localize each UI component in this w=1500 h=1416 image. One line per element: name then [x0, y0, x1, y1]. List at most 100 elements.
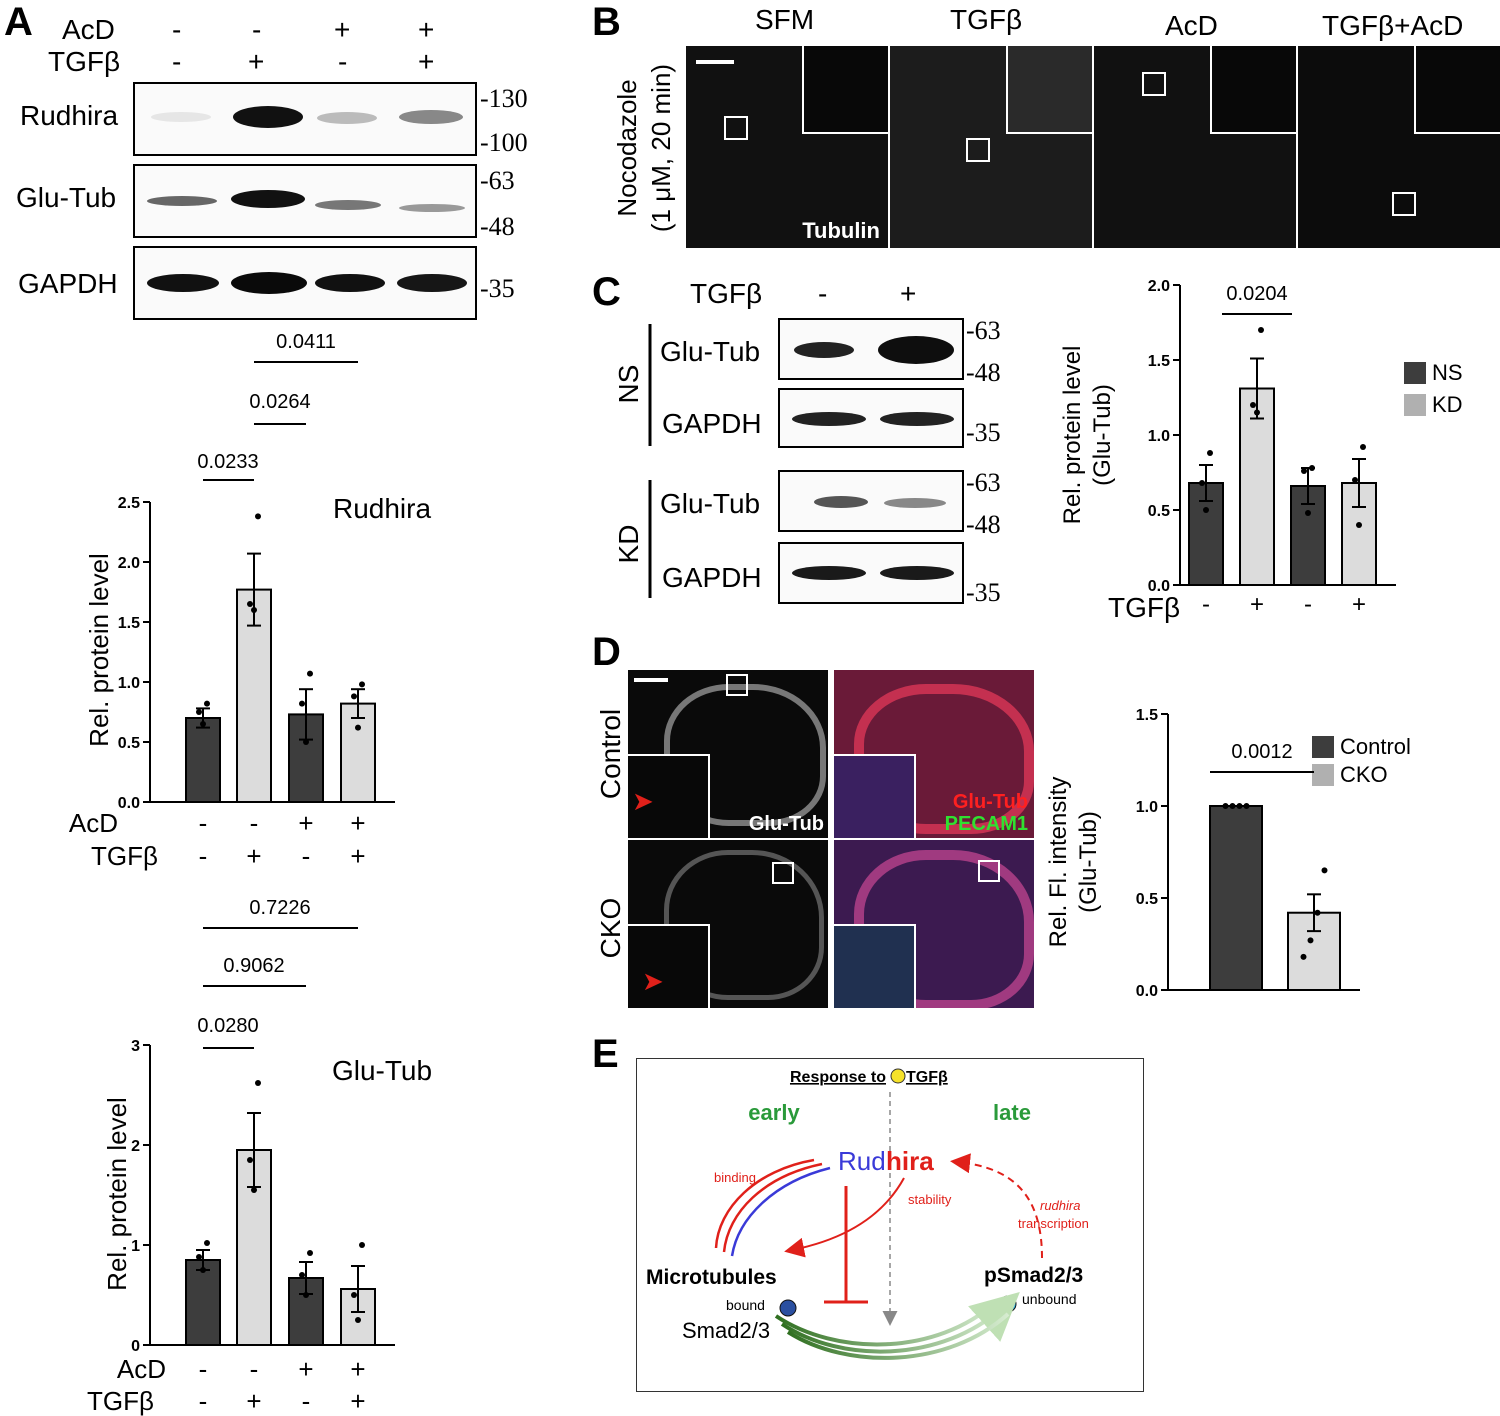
tgfb-label: TGFβ	[48, 46, 121, 77]
mw-marker: -35	[966, 578, 1001, 607]
blot-band	[231, 272, 307, 294]
blot-band	[884, 498, 946, 508]
data-point	[1356, 522, 1362, 528]
nocodazole-row-label: Nocodazole (1 μM, 20 min)	[612, 64, 676, 232]
data-point	[359, 1242, 365, 1248]
data-point	[247, 1157, 253, 1163]
fluorescence-bar-chart: 0.0 0.5 1.0 1.5 Control CKO 0.0012 Rel. Fl. i…	[1045, 707, 1411, 1000]
x-sign: -	[302, 841, 311, 871]
roi-box	[966, 138, 990, 162]
mw-marker: -63	[966, 468, 1001, 497]
micrograph-tgfb	[890, 46, 1092, 248]
data-point	[1236, 803, 1243, 809]
y-tick-label: 0.5	[118, 735, 140, 752]
arrowhead-icon: ➤	[642, 966, 664, 996]
x-sign: -	[302, 1386, 311, 1416]
p-value: 0.0411	[276, 331, 336, 353]
translocation-arrow	[780, 1291, 1020, 1354]
panel-label-c: C	[592, 270, 621, 314]
blot-band	[147, 274, 219, 292]
x-sign: -	[1202, 591, 1210, 618]
data-point	[1222, 803, 1229, 809]
y-axis-label: (Glu-Tub)	[1089, 384, 1116, 486]
data-point	[255, 1080, 261, 1086]
binding-label: binding	[714, 1170, 756, 1185]
tgfb-sign: +	[418, 46, 435, 77]
rudhira-label-blue: Rud	[838, 1146, 886, 1176]
data-point	[1300, 953, 1307, 960]
panel-label-b: B	[592, 0, 621, 44]
data-point	[359, 681, 365, 688]
transcription-label: transcription	[1018, 1216, 1089, 1231]
y-tick-label: 1.0	[118, 675, 140, 692]
data-point	[1207, 450, 1213, 456]
early-label: early	[748, 1100, 800, 1125]
blot-band	[880, 412, 954, 426]
chart-title: Rudhira	[333, 493, 431, 524]
x-sign: +	[298, 1354, 313, 1384]
acd-sign: -	[172, 14, 182, 45]
p-value: 0.9062	[223, 955, 284, 977]
bar	[1209, 805, 1263, 991]
blot-band	[233, 106, 303, 128]
western-blot-glutub	[133, 164, 477, 238]
blot-band	[317, 112, 377, 124]
mw-marker: -48	[966, 510, 1001, 539]
p-value: 0.0012	[1231, 741, 1292, 763]
roi-box	[726, 674, 748, 696]
x-sign: -	[250, 808, 259, 838]
acd-sign: +	[334, 14, 351, 45]
mw-marker: -48	[480, 212, 515, 241]
p-value: 0.0280	[197, 1015, 258, 1037]
blot-band	[792, 566, 866, 580]
zoom-inset	[802, 46, 888, 134]
arrowhead-icon: ➤	[632, 786, 654, 816]
stain-label: Glu-Tub	[952, 791, 1028, 813]
data-point	[303, 739, 309, 745]
row-labels: Control CKO	[595, 709, 626, 958]
x-label-tgfb: TGFβ	[87, 1386, 154, 1416]
binding-line	[730, 1166, 831, 1257]
group-label-kd: KD	[613, 525, 644, 564]
y-tick-label: 3	[131, 1038, 140, 1055]
blot-band	[878, 336, 954, 364]
y-tick-label: 0.0	[1136, 983, 1158, 1000]
blot-band	[399, 204, 465, 212]
acd-sign: -	[252, 14, 262, 45]
p-value: 0.0233	[197, 451, 258, 473]
y-tick-label: 1.5	[1136, 707, 1158, 724]
western-blot	[778, 318, 964, 380]
blot-band	[315, 274, 385, 292]
blot-band	[231, 190, 305, 208]
legend-swatch	[1312, 736, 1334, 758]
x-sign: +	[350, 1354, 365, 1384]
glutub-knockdown-bar-chart: 0.0 0.5 1.0 1.5 2.0 NS KD 0.0204 Rel. protein …	[1059, 278, 1463, 623]
psmad-label: pSmad2/3	[984, 1264, 1083, 1287]
x-sign: +	[350, 841, 365, 871]
micrograph-acd	[1094, 46, 1296, 248]
x-sign: -	[1304, 591, 1312, 618]
unbound-label: unbound	[1022, 1291, 1077, 1307]
micrograph-cko-glutub: ➤	[628, 840, 828, 1008]
y-axis-label: (Glu-Tub)	[1075, 811, 1102, 913]
x-sign: +	[246, 1386, 261, 1416]
translocation-arrow	[786, 1312, 1010, 1360]
column-label: AcD	[1165, 10, 1218, 41]
x-axis-label: TGFβ	[1108, 592, 1180, 623]
mw-marker: -100	[480, 128, 528, 157]
mw-marker: -35	[480, 274, 515, 303]
chart-title: Glu-Tub	[332, 1055, 432, 1086]
transcription-arrow	[950, 1153, 1043, 1259]
data-point	[1199, 480, 1205, 486]
western-blot-rudhira	[133, 82, 477, 156]
data-point	[200, 721, 206, 727]
legend-label: NS	[1432, 360, 1463, 385]
y-tick-label: 1	[131, 1238, 140, 1255]
micrograph-tgfb-acd	[1298, 46, 1500, 248]
y-axis-label: Rel. protein level	[102, 1097, 132, 1291]
data-point	[204, 1240, 210, 1246]
zoom-inset	[834, 754, 916, 838]
bound-label: bound	[726, 1297, 765, 1313]
y-tick-label: 1.5	[118, 615, 140, 632]
zoom-inset	[1210, 46, 1296, 134]
